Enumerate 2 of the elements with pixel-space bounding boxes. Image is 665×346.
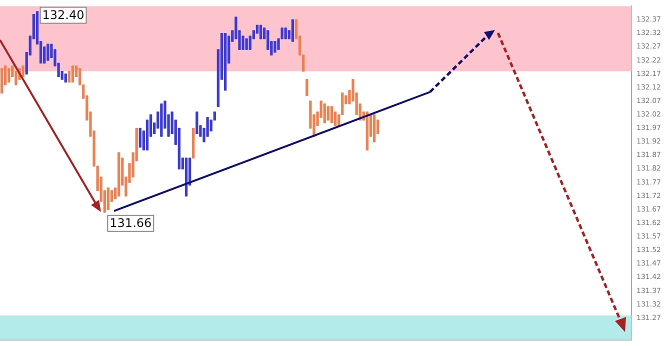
annotation: 131.66 [110,216,152,230]
annotation: 132.40 [42,8,84,22]
